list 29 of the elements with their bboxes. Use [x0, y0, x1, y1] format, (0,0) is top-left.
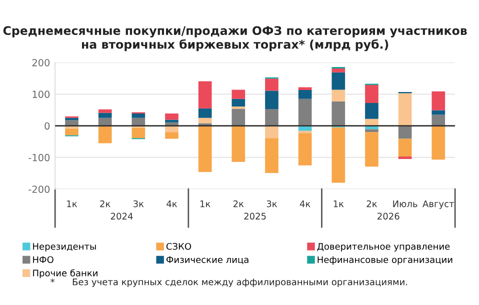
y-tick-label: -100 — [28, 154, 50, 162]
x-tick-label: Август — [422, 200, 454, 209]
y-tick-label: -200 — [28, 186, 50, 193]
x-tick-label: 1к — [200, 200, 210, 208]
chart-title: Среднемесячные покупки/продажи ОФЗ по категориям участников на вторичных биржевых торгах* (млрд руб.) — [3, 26, 467, 52]
legend-label: Нефинансовые организации — [318, 256, 452, 265]
legend-label: Нерезиденты — [33, 243, 96, 252]
y-tick-label: 0 — [44, 122, 50, 130]
text: * Без учета крупных сделок между аффилированными организациями. — [50, 278, 408, 288]
x-tick-label: 4к — [166, 200, 178, 208]
legend-label: Физические лица — [166, 256, 248, 264]
x-tick-label: 2к — [233, 200, 244, 208]
text: 2024 — [110, 212, 133, 220]
text: 2025 — [244, 212, 266, 220]
y-tick-label: 200 — [32, 59, 50, 66]
text: 2026 — [378, 212, 400, 220]
x-tick-label: 2к — [100, 200, 110, 208]
x-tick-label: 3к — [134, 200, 144, 208]
x-tick-label: Июль — [393, 200, 418, 208]
x-tick-label: 4к — [300, 200, 310, 208]
x-tick-label: 3к — [266, 200, 278, 208]
legend-label: Доверительное управление — [317, 243, 450, 252]
x-tick-label: 2к — [366, 200, 378, 208]
x-tick-label: 1к — [67, 200, 78, 208]
legend-label: Прочие банки — [33, 269, 98, 278]
y-tick-label: 100 — [32, 90, 50, 98]
legend-label: НФО — [33, 256, 54, 264]
legend-label: СЗКО — [166, 242, 192, 250]
x-tick-label: 1к — [334, 200, 344, 208]
